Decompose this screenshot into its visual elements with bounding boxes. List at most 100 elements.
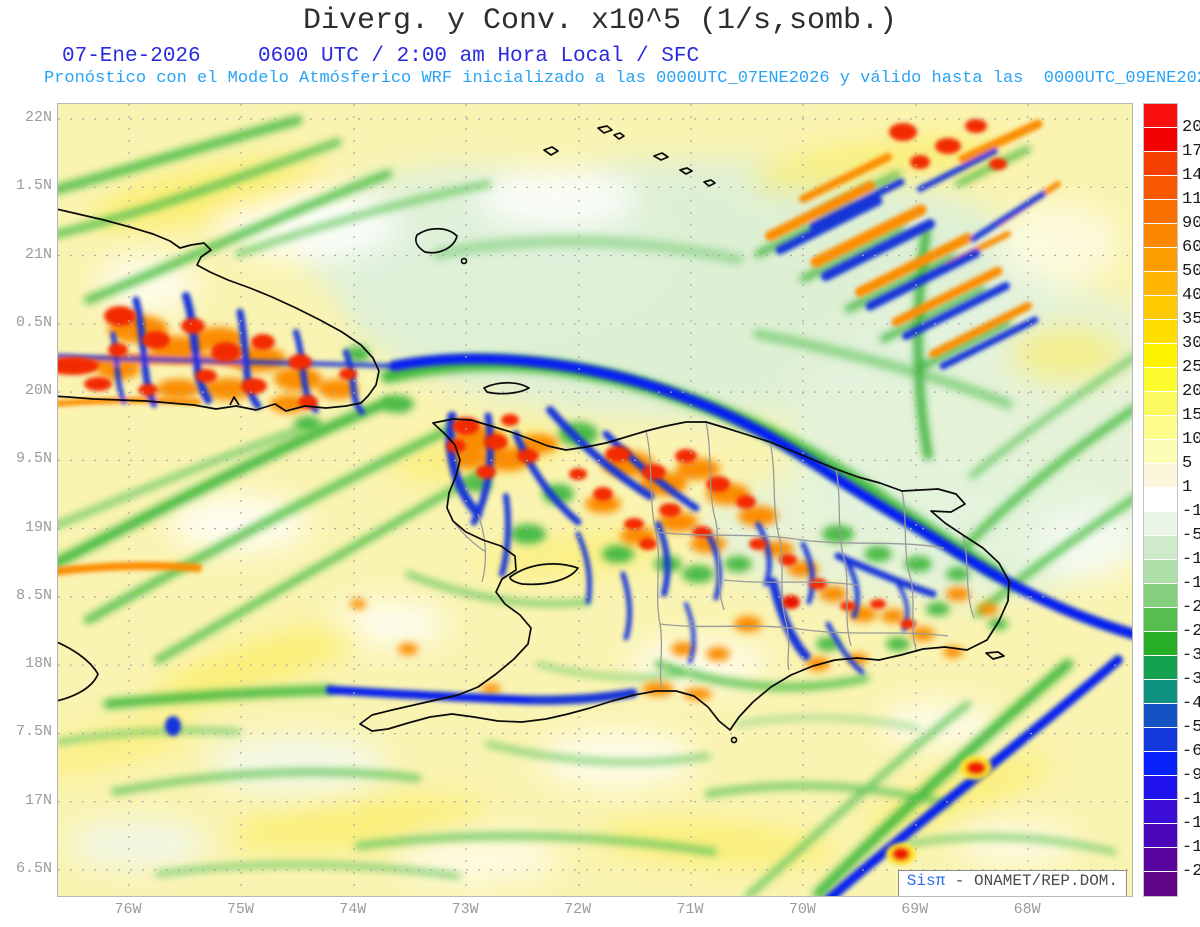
colorbar-tick-label: -40 [1182,694,1200,713]
lat-label: 6.5N [15,859,52,877]
lat-label: 9.5N [15,450,52,468]
colorbar-tick-label: 5 [1182,454,1193,473]
colorbar-cell [1144,392,1177,416]
colorbar-tick-label: 35 [1182,310,1200,329]
colorbar-cell [1144,176,1177,200]
cuba-coastline [58,208,380,412]
jamaica-coastline [58,641,99,702]
colorbar-cell [1144,416,1177,440]
lat-label: 21N [24,245,52,263]
colorbar-tick-label: -5 [1182,526,1200,545]
colorbar-tick-label: -30 [1182,646,1200,665]
lon-label: 71W [676,901,704,918]
small-cay [460,257,468,265]
colorbar-cell [1144,536,1177,560]
colorbar-tick-label: -60 [1182,742,1200,761]
province-borders [452,421,975,691]
colorbar-tick-label: 60 [1182,238,1200,257]
colorbar-cell [1144,824,1177,848]
colorbar-cell [1144,296,1177,320]
colorbar-tick-label: 50 [1182,262,1200,281]
colorbar-tick-label: 15 [1182,406,1200,425]
colorbar-tick-label: 10 [1182,430,1200,449]
lat-label: 17N [24,791,52,809]
colorbar-cell [1144,248,1177,272]
colorbar-tick-label: -200 [1182,862,1200,881]
hispaniola-coastline [359,418,1010,732]
colorbar-cell [1144,848,1177,872]
map-plot-area: Sisπ - ONAMET/REP.DOM. [57,103,1133,897]
colorbar-cell [1144,704,1177,728]
colorbar-tick-label: 110 [1182,190,1200,209]
valid-time: 0600 UTC / 2:00 am Hora Local / SFC [258,45,700,68]
divergence-bands [58,119,1132,896]
colorbar-tick-label: -110 [1182,790,1200,809]
lon-label: 69W [901,901,929,918]
grid-lines [58,104,1132,896]
saona-island [985,651,1005,660]
colorbar-cell [1144,464,1177,488]
attribution-box: Sisπ - ONAMET/REP.DOM. [897,870,1127,896]
divergence-field-art [58,104,1132,896]
colorbar-cell [1144,224,1177,248]
lat-label: 22N [24,109,52,126]
colorbar-tick-label: 40 [1182,286,1200,305]
colorbar-cell [1144,344,1177,368]
lat-label: 0.5N [15,313,52,331]
lon-label: 73W [451,901,479,918]
colorbar-cell [1144,872,1177,896]
colorbar-tick-label: -50 [1182,718,1200,737]
colorbar-tick-label: 90 [1182,214,1200,233]
lat-label: 1.5N [15,177,52,195]
colorbar-tick-label: 30 [1182,334,1200,353]
colorbar-tick-label: 200 [1182,118,1200,137]
colorbar-tick-label: 140 [1182,166,1200,185]
colorbar-cell [1144,368,1177,392]
lon-label: 76W [114,901,142,918]
colorbar-cell [1144,752,1177,776]
lat-label: 18N [24,655,52,673]
colorbar-cell [1144,728,1177,752]
colorbar-cell [1144,632,1177,656]
coastlines [58,125,1010,744]
colorbar-cell [1144,128,1177,152]
colorbar-cell [1144,608,1177,632]
colorbar-cell [1144,800,1177,824]
page-title: Diverg. y Conv. x10^5 (1/s,somb.) [302,4,898,38]
lat-label: 8.5N [15,586,52,604]
colorbar-tick-label: -10 [1182,550,1200,569]
colorbar-tick-label: 25 [1182,358,1200,377]
lat-label: 20N [24,382,52,400]
colorbar [1143,103,1178,897]
lon-label: 70W [788,901,816,918]
colorbar-cell [1144,656,1177,680]
colorbar-cell [1144,440,1177,464]
colorbar-cell [1144,560,1177,584]
gonave-island [509,563,579,586]
colorbar-tick-label: -90 [1182,766,1200,785]
lon-label: 72W [564,901,592,918]
tortuga-island [483,381,530,395]
colorbar-cell [1144,680,1177,704]
guantanamo-bay [229,396,240,406]
colorbar-tick-label: -170 [1182,838,1200,857]
colorbar-tick-label: -35 [1182,670,1200,689]
colorbar-cell [1144,776,1177,800]
colorbar-cell [1144,488,1177,512]
lat-label: 7.5N [15,723,52,741]
colorbar-tick-label: -1 [1182,502,1200,521]
colorbar-tick-label: -140 [1182,814,1200,833]
colorbar-tick-label: -15 [1182,574,1200,593]
great-inagua-island [415,227,458,254]
colorbar-cell [1144,152,1177,176]
colorbar-tick-label: 170 [1182,142,1200,161]
colorbar-cell [1144,320,1177,344]
lon-label: 75W [226,901,254,918]
colorbar-cell [1144,512,1177,536]
colorbar-tick-label: -20 [1182,598,1200,617]
colorbar-tick-label: -25 [1182,622,1200,641]
forecast-subtitle: Pronóstico con el Modelo Atmósferico WRF… [44,69,1200,88]
colorbar-tick-label: 20 [1182,382,1200,401]
red-cores [58,119,1007,865]
